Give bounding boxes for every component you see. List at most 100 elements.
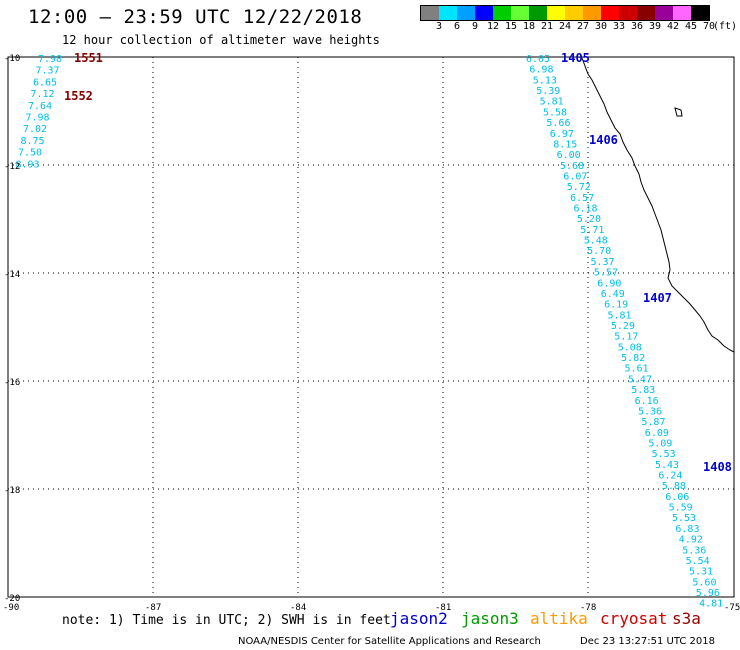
- east-wave-height: 5.20: [577, 214, 601, 225]
- east-wave-height: 5.08: [618, 342, 642, 353]
- lon-tick-label: -78: [580, 603, 596, 613]
- east-wave-height: 8.15: [553, 139, 577, 150]
- east-wave-height: 5.31: [689, 567, 713, 578]
- east-wave-height: 5.60: [692, 577, 716, 588]
- east-wave-height: 6.90: [597, 278, 621, 289]
- colorbar-swatch: [673, 6, 691, 20]
- west-wave-height: 7.64: [28, 101, 52, 112]
- east-wave-height: 5.53: [652, 449, 676, 460]
- colorbar-swatch: [439, 6, 457, 20]
- satellite-legend-s3a: s3a: [672, 609, 701, 628]
- east-wave-height: 4.92: [679, 535, 703, 546]
- lat-tick-label: -16: [4, 378, 20, 388]
- colorbar-label: 6: [453, 21, 461, 32]
- east-wave-height: 6.83: [675, 524, 699, 535]
- colorbar-swatch: [691, 6, 709, 20]
- track-time-labels: 1551 1552 1405 1406 1407 1408: [64, 51, 732, 474]
- colorbar-swatch: [565, 6, 583, 20]
- colorbar-label: 70: [702, 21, 716, 32]
- east-wave-height: 5.37: [591, 257, 615, 268]
- colorbar-swatch: [475, 6, 493, 20]
- coastline: [581, 57, 735, 353]
- east-wave-height: 6.07: [563, 172, 587, 183]
- footer-note: note: 1) Time is in UTC; 2) SWH is in fe…: [62, 613, 391, 628]
- colorbar-swatch: [619, 6, 637, 20]
- lat-tick-label: -18: [4, 486, 20, 496]
- colorbar-label: 30: [594, 21, 608, 32]
- colorbar-label: 39: [648, 21, 662, 32]
- colorbar-label: 24: [558, 21, 572, 32]
- east-wave-height: 5.87: [641, 417, 665, 428]
- satellite-legend-jason2: jason2: [390, 609, 448, 628]
- colorbar-swatch: [511, 6, 529, 20]
- west-track-time-label: 1551: [74, 51, 103, 65]
- colorbar-label: 9: [471, 21, 479, 32]
- east-wave-height: 5.68: [560, 161, 584, 172]
- east-wave-height: 6.49: [601, 289, 625, 300]
- colorbar-label: 33: [612, 21, 626, 32]
- east-wave-height: 5.36: [682, 545, 706, 556]
- satellite-legend-jason3: jason3: [461, 609, 519, 628]
- west-wave-height: 7.50: [18, 148, 42, 159]
- wave-height-colorbar: [420, 5, 710, 21]
- colorbar-swatch: [493, 6, 511, 20]
- colorbar-label: 45: [684, 21, 698, 32]
- east-track-time-label: 1405: [561, 51, 590, 65]
- east-wave-height: 5.59: [669, 503, 693, 514]
- lon-tick-label: -81: [435, 603, 451, 613]
- map-grid: [8, 57, 734, 597]
- west-wave-height: 7.12: [31, 89, 55, 100]
- west-wave-height: 7.37: [36, 66, 60, 77]
- west-wave-height: 7.98: [38, 54, 62, 65]
- generated-timestamp: Dec 23 13:27:51 UTC 2018: [580, 636, 715, 647]
- east-wave-height: 6.19: [604, 300, 628, 311]
- axis-ticks: -10 -12 -14 -16 -18 -20-90 -87 -84 -81 -78 -75: [3, 54, 740, 613]
- west-wave-height: 8.75: [21, 136, 45, 147]
- map-frame: [7, 56, 735, 598]
- map-subtitle: 12 hour collection of altimeter wave hei…: [62, 33, 380, 47]
- east-wave-height: 5.47: [628, 374, 652, 385]
- east-wave-height: 5.58: [543, 107, 567, 118]
- lon-tick-label: -75: [724, 603, 740, 613]
- colorbar-label: 27: [576, 21, 590, 32]
- east-wave-height: 5.88: [662, 481, 686, 492]
- colorbar-swatch: [457, 6, 475, 20]
- east-wave-height: 5.72: [567, 182, 591, 193]
- east-wave-height: 6.98: [529, 65, 553, 76]
- east-wave-height: 6.09: [645, 428, 669, 439]
- west-wave-height: 7.98: [26, 113, 50, 124]
- colorbar-label: 42: [666, 21, 680, 32]
- east-wave-height: 6.97: [550, 129, 574, 140]
- east-wave-height: 6.24: [658, 471, 682, 482]
- east-wave-height: 5.13: [533, 75, 557, 86]
- east-wave-height: 6.06: [665, 492, 689, 503]
- west-wave-height: 7.02: [23, 124, 47, 135]
- east-wave-height: 5.66: [546, 118, 570, 129]
- colorbar-label: 3: [435, 21, 443, 32]
- east-wave-height: 5.81: [540, 97, 564, 108]
- colorbar-label: 15: [504, 21, 518, 32]
- lon-tick-label: -87: [145, 603, 161, 613]
- colorbar-swatch: [655, 6, 673, 20]
- colorbar-swatch: [547, 6, 565, 20]
- east-wave-height: 5.39: [536, 86, 560, 97]
- lat-tick-label: -10: [4, 54, 20, 64]
- east-wave-height: 6.18: [574, 204, 598, 215]
- lat-tick-label: -20: [4, 594, 20, 604]
- colorbar-unit: (ft): [713, 21, 738, 32]
- colorbar-swatch: [529, 6, 547, 20]
- east-track-time-label: 1407: [643, 291, 672, 305]
- east-track-time-label: 1408: [703, 460, 732, 474]
- east-wave-height: 4.81: [699, 599, 723, 610]
- credit-line: NOAA/NESDIS Center for Satellite Applica…: [238, 636, 541, 647]
- coastal-island: [674, 107, 683, 117]
- east-wave-height: 5.48: [584, 236, 608, 247]
- lon-tick-label: -84: [290, 603, 306, 613]
- east-wave-height: 5.61: [625, 364, 649, 375]
- east-track-time-label: 1406: [589, 133, 618, 147]
- colorbar-swatch: [583, 6, 601, 20]
- satellite-legend-altika: altika: [530, 609, 588, 628]
- east-wave-height: 5.36: [638, 406, 662, 417]
